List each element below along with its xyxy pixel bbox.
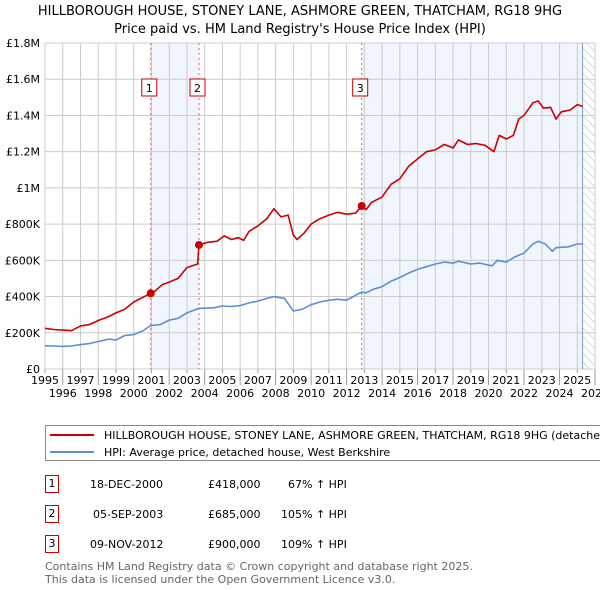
legend-item-hpi: HPI: Average price, detached house, West… — [46, 444, 390, 460]
legend: HILLBOROUGH HOUSE, STONEY LANE, ASHMORE … — [45, 425, 600, 461]
footer-copyright: Contains HM Land Registry data © Crown c… — [45, 560, 473, 573]
sale-point — [146, 289, 155, 298]
legend-swatch-blue — [50, 451, 94, 453]
x-tick-label: 2010 — [297, 387, 325, 400]
transaction-hpi: 67% ↑ HPI — [288, 478, 347, 491]
x-tick-label: 2015 — [386, 374, 414, 387]
chart-title: HILLBOROUGH HOUSE, STONEY LANE, ASHMORE … — [37, 4, 563, 19]
x-tick-label: 2023 — [528, 374, 556, 387]
x-tick-label: 2008 — [262, 387, 290, 400]
x-tick-label: 1999 — [102, 374, 130, 387]
x-tick-label: 2004 — [191, 387, 219, 400]
transaction-date: 09-NOV-2012 — [90, 538, 164, 551]
x-tick-label: 2012 — [333, 387, 361, 400]
x-tick-label: 2026 — [581, 387, 600, 400]
shaded-range — [361, 43, 583, 369]
x-tick-label: 2000 — [120, 387, 148, 400]
transaction-badge: 2 — [45, 505, 59, 523]
x-tick-label: 2018 — [439, 387, 467, 400]
transaction-hpi: 109% ↑ HPI — [281, 538, 347, 551]
sale-badge-label: 2 — [194, 82, 201, 95]
x-tick-label: 2022 — [510, 387, 538, 400]
y-tick-label: £400K — [5, 291, 41, 304]
y-tick-label: £0 — [26, 363, 40, 376]
transaction-date: 05-SEP-2003 — [93, 508, 164, 521]
y-tick-label: £1.4M — [6, 109, 40, 122]
x-tick-label: 2007 — [244, 374, 272, 387]
transaction-hpi: 105% ↑ HPI — [281, 508, 347, 521]
sale-badge — [189, 78, 206, 97]
x-tick-label: 2003 — [173, 374, 201, 387]
x-tick-label: 2002 — [155, 387, 183, 400]
x-tick-label: 2016 — [404, 387, 432, 400]
x-tick-label: 2021 — [492, 374, 520, 387]
forecast-hatch — [582, 43, 595, 369]
y-tick-label: £1.8M — [6, 37, 40, 50]
x-tick-label: 2025 — [563, 374, 591, 387]
y-tick-label: £1M — [17, 182, 41, 195]
footer-licence: This data is licensed under the Open Gov… — [45, 573, 396, 586]
x-tick-label: 2009 — [279, 374, 307, 387]
transaction-badge: 3 — [45, 535, 59, 553]
sale-badge-label: 1 — [146, 82, 153, 95]
chart-subtitle: Price paid vs. HM Land Registry's House … — [114, 22, 486, 37]
x-tick-label: 1998 — [84, 387, 112, 400]
shaded-range — [150, 43, 199, 369]
x-tick-label: 2011 — [315, 374, 343, 387]
x-tick-label: 2014 — [368, 387, 396, 400]
y-tick-label: £600K — [5, 254, 41, 267]
sale-badge-label: 3 — [357, 82, 364, 95]
x-tick-label: 2019 — [457, 374, 485, 387]
legend-swatch-red — [50, 434, 94, 436]
sale-badge — [352, 78, 369, 97]
x-tick-label: 2024 — [546, 387, 574, 400]
price-chart: 1995199619971998199920002001200220032004… — [5, 37, 600, 400]
transaction-price: £900,000 — [208, 538, 261, 551]
x-tick-label: 1996 — [49, 387, 77, 400]
y-tick-label: £1.2M — [6, 146, 40, 159]
legend-item-property: HILLBOROUGH HOUSE, STONEY LANE, ASHMORE … — [46, 427, 600, 443]
x-tick-label: 2017 — [421, 374, 449, 387]
transaction-date: 18-DEC-2000 — [90, 478, 164, 491]
series-line — [44, 240, 583, 348]
y-tick-label: £800K — [5, 218, 41, 231]
x-tick-label: 1995 — [31, 374, 59, 387]
transaction-price: £418,000 — [208, 478, 261, 491]
legend-label: HILLBOROUGH HOUSE, STONEY LANE, ASHMORE … — [104, 428, 600, 442]
x-tick-label: 2006 — [226, 387, 254, 400]
y-tick-label: £1.6M — [6, 73, 40, 86]
sale-badge — [141, 78, 158, 97]
x-tick-label: 2005 — [208, 374, 236, 387]
x-tick-label: 1997 — [66, 374, 94, 387]
legend-label: HPI: Average price, detached house, West… — [104, 445, 391, 459]
sale-point — [357, 202, 366, 210]
transaction-price: £685,000 — [208, 508, 261, 521]
sale-point — [195, 240, 203, 249]
x-tick-label: 2001 — [137, 374, 165, 387]
x-tick-label: 2020 — [475, 387, 503, 400]
footer: Contains HM Land Registry data © Crown c… — [45, 560, 473, 586]
transaction-badge: 1 — [45, 475, 59, 493]
x-tick-label: 2013 — [350, 374, 378, 387]
y-tick-label: £200K — [5, 327, 41, 340]
